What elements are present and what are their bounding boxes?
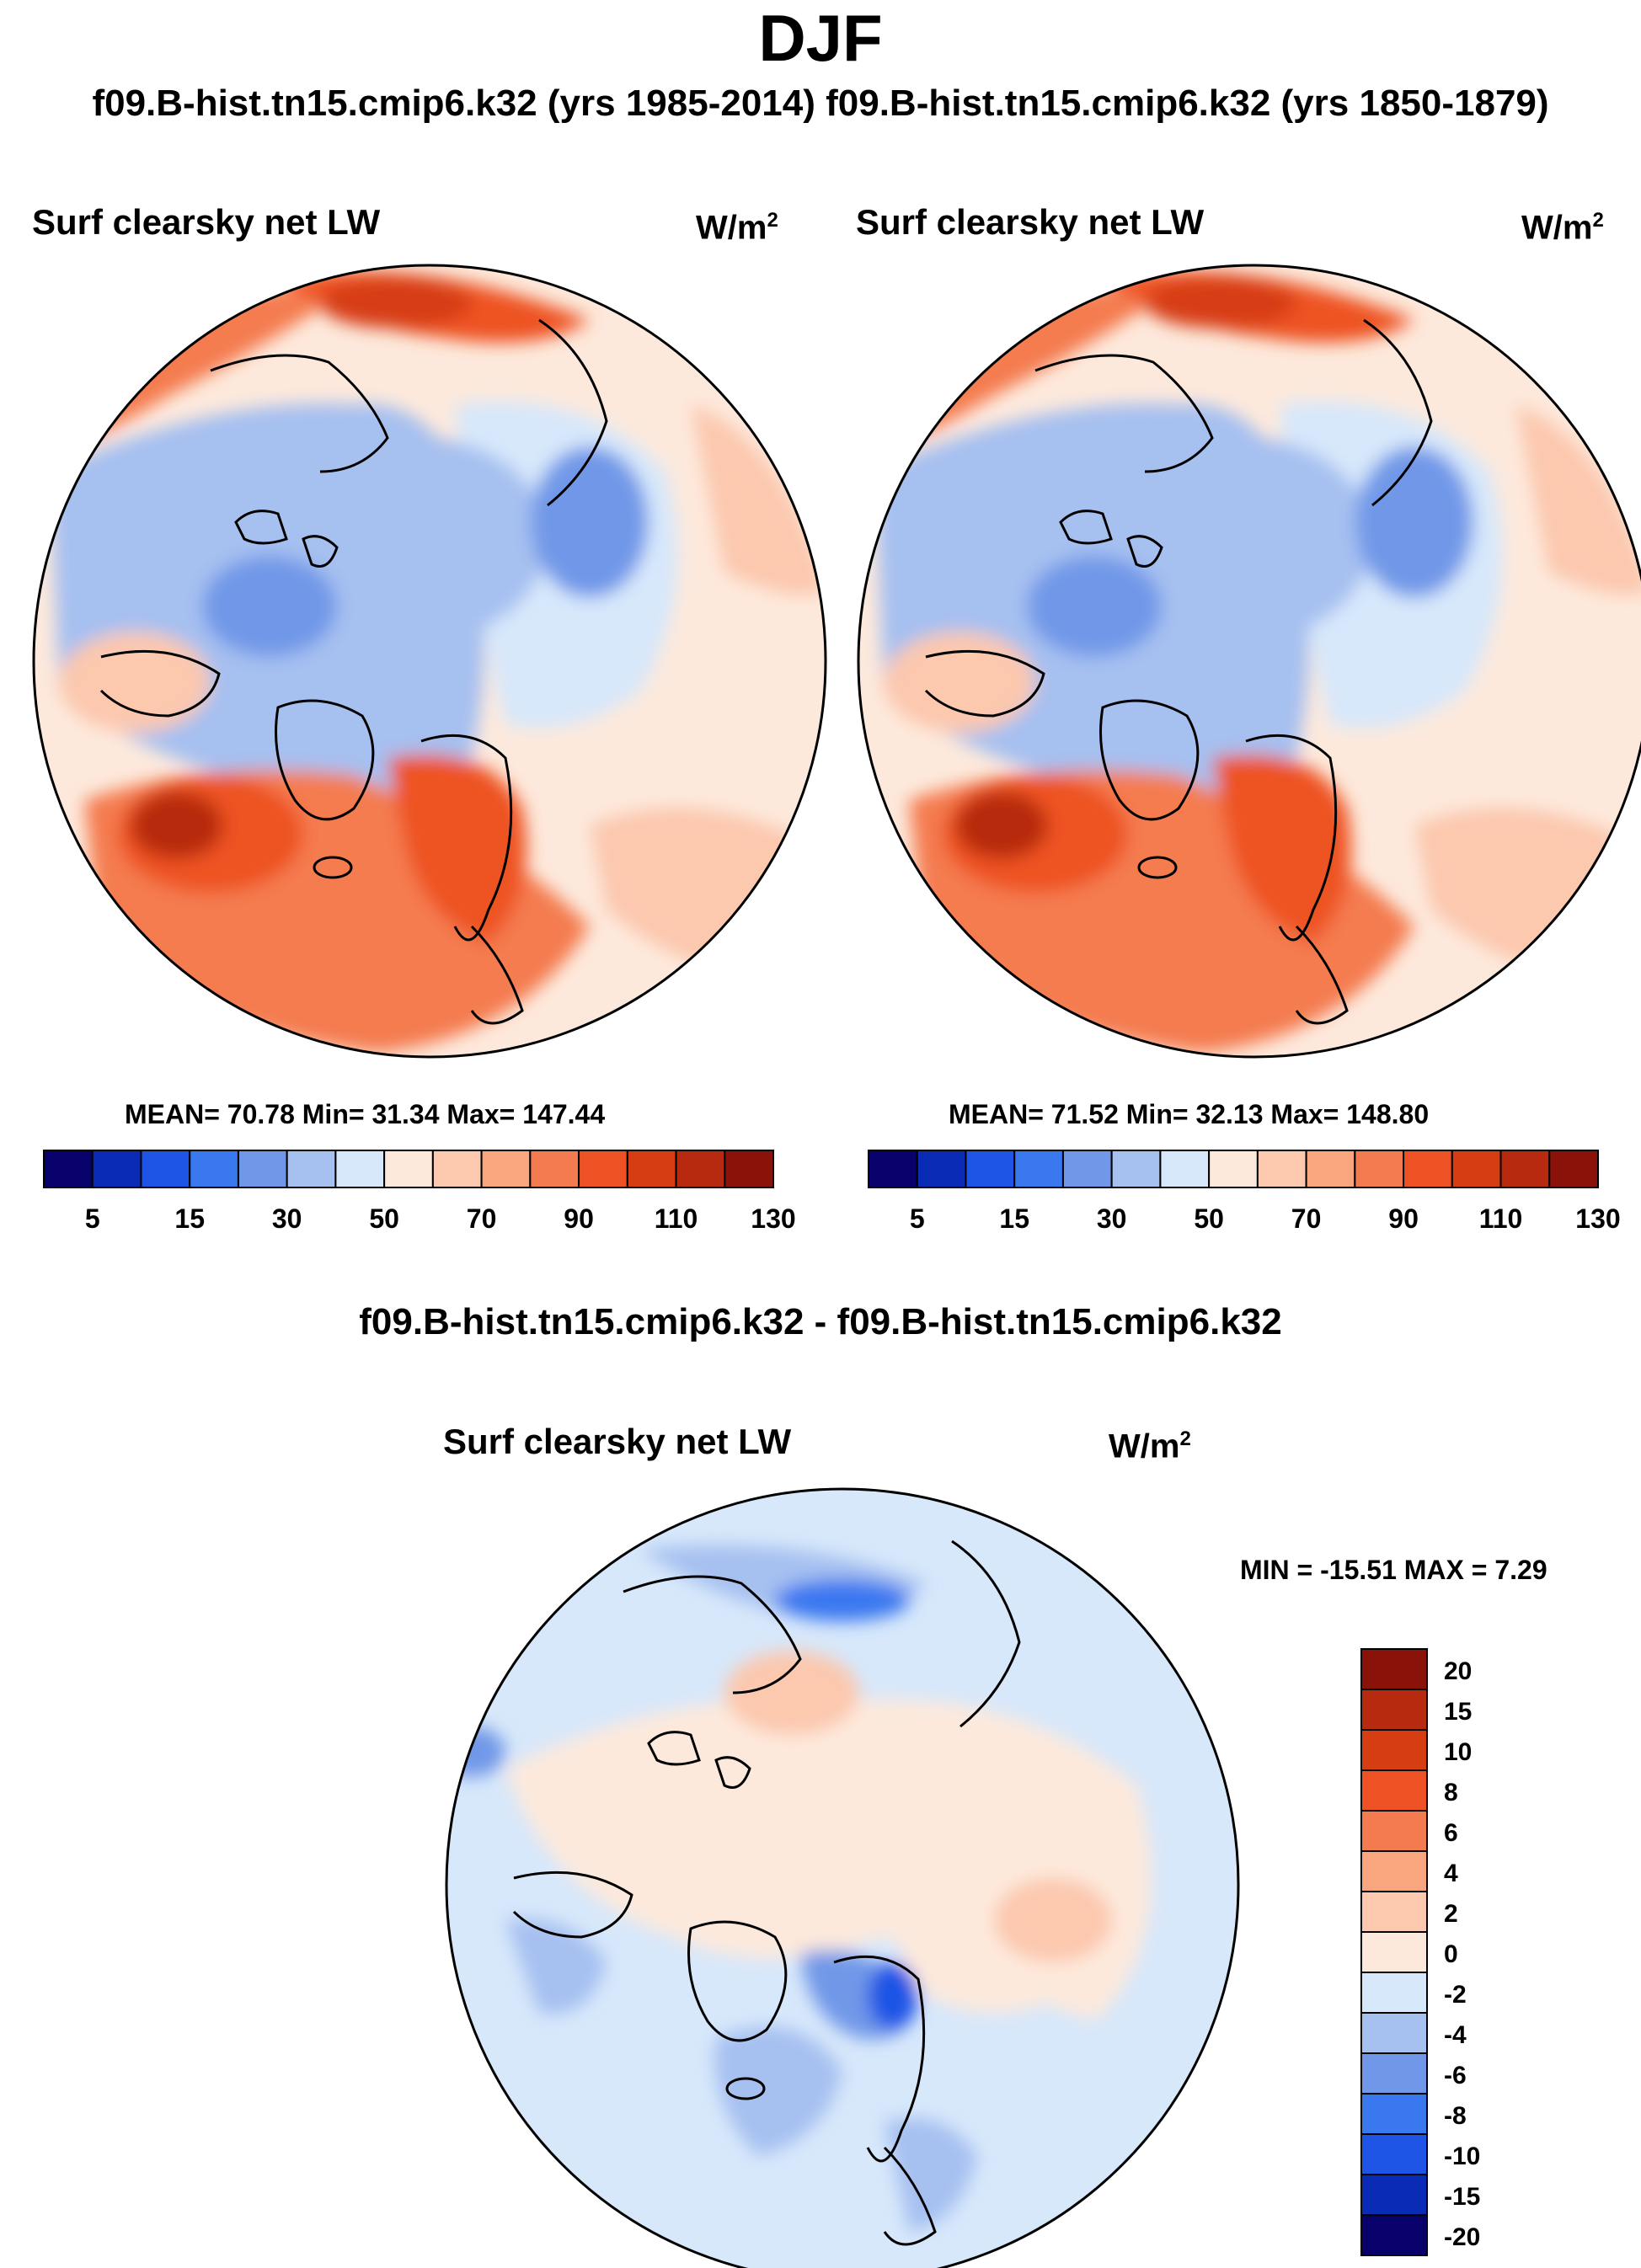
colorbar-panel2: 5 15 30 50 70 90 110 130 [868,1150,1621,1234]
colorbar-diff-label: 0 [1444,1940,1458,1968]
colorbar-diff-swatch [1360,1810,1428,1852]
colorbar1-swatch [383,1150,434,1188]
colorbar-diff-swatch [1360,1689,1428,1731]
polar-map-difference [445,1487,1240,2268]
colorbar1-swatch [334,1150,386,1188]
colorbar1-swatch [724,1150,774,1188]
diff-map-boundary [445,1487,1240,2268]
colorbar2-swatch [1208,1150,1259,1188]
panel2-stats: MEAN= 71.52 Min= 32.13 Max= 148.80 [949,1099,1430,1129]
colorbar2-label: 70 [1291,1203,1322,1234]
figure-title: DJF [758,1,883,75]
colorbar2-label: 50 [1194,1203,1224,1234]
colorbar2-swatch [1499,1150,1551,1188]
colorbar2-swatch [1061,1150,1113,1188]
colorbar2-label: 130 [1575,1203,1620,1234]
colorbar-diff-label: -20 [1444,2223,1480,2251]
colorbar1-label: 30 [272,1203,302,1234]
colorbar-diff-swatch [1360,2093,1428,2135]
colorbar1-swatch [480,1150,532,1188]
colorbar-diff-label: 15 [1444,1698,1472,1726]
colorbar-diff-label: 6 [1444,1819,1458,1847]
panel1-title: Surf clearsky net LW [32,202,381,242]
panel1-stats: MEAN= 70.78 Min= 31.34 Max= 147.44 [125,1099,606,1129]
diff-panel-title: Surf clearsky net LW [443,1422,792,1461]
colorbar-diff-swatch [1360,1769,1428,1812]
colorbar-diff-label: 2 [1444,1900,1458,1928]
colorbar1-label: 110 [655,1203,698,1234]
colorbar-panel1: 5 15 30 50 70 90 110 130 [43,1150,796,1234]
colorbar-diff-swatch [1360,1850,1428,1892]
colorbar1-swatch [675,1150,726,1188]
colorbar-diff-swatch [1360,2012,1428,2054]
colorbar-diff-swatch [1360,1729,1428,1771]
panel2-title: Surf clearsky net LW [856,202,1205,242]
colorbar1-swatch [529,1150,580,1188]
colorbar1-swatch [286,1150,337,1188]
colorbar2-swatch [1013,1150,1064,1188]
colorbar1-label: 15 [174,1203,205,1234]
colorbar1-label: 130 [751,1203,795,1234]
diff-panel-stats: MIN = -15.51 MAX = 7.29 [1240,1555,1547,1585]
colorbar2-label: 15 [999,1203,1029,1234]
colorbar1-swatch [91,1150,142,1188]
colorbar2-label: 90 [1388,1203,1419,1234]
colorbar-diff-label: 4 [1444,1860,1458,1887]
colorbar1-swatch [43,1150,94,1188]
colorbar1-swatch [140,1150,191,1188]
colorbar2-swatch [868,1150,918,1188]
colorbar-diff-label: -4 [1444,2021,1467,2049]
panel2-units: W/m2 [1521,209,1604,247]
colorbar2-swatch [1548,1150,1600,1188]
polar-map-1985-2014 [32,264,827,1059]
colorbar-diff-label: -8 [1444,2102,1467,2130]
colorbar2-swatch [1305,1150,1356,1188]
colorbar-diff-swatch [1360,2214,1428,2256]
colorbar-diff-swatch [1360,1931,1428,1973]
colorbar2-label: 5 [910,1203,925,1234]
colorbar2-swatch [1403,1150,1453,1188]
colorbar2-swatch [1159,1150,1211,1188]
colorbar-diff-swatch [1360,1972,1428,2014]
panel1-units: W/m2 [696,209,778,247]
colorbar-diff-label: -2 [1444,1981,1467,2009]
difference-title: f09.B-hist.tn15.cmip6.k32 - f09.B-hist.t… [359,1301,1282,1342]
colorbar-diff-label: 10 [1444,1738,1472,1766]
colorbar-diff-label: -6 [1444,2062,1467,2089]
colorbar2-swatch [1451,1150,1502,1188]
map1-boundary [32,264,827,1059]
diff-panel-units: W/m2 [1109,1428,1191,1465]
colorbar2-label: 30 [1097,1203,1127,1234]
colorbar1-label: 5 [85,1203,100,1234]
colorbar1-label: 50 [369,1203,399,1234]
colorbar-diff-swatch [1360,2133,1428,2175]
colorbar1-swatch [189,1150,239,1188]
colorbar2-swatch [1110,1150,1162,1188]
colorbar-diff-label: -15 [1444,2183,1480,2211]
colorbar2-swatch [1354,1150,1405,1188]
colorbar1-swatch [431,1150,483,1188]
polar-map-1850-1879 [857,264,1641,1059]
colorbar1-swatch [626,1150,677,1188]
figure-subtitle: f09.B-hist.tn15.cmip6.k32 (yrs 1985-2014… [92,83,1549,124]
colorbar-diff-swatch [1360,2052,1428,2095]
map2-boundary [857,264,1641,1059]
colorbar1-label: 90 [564,1203,594,1234]
colorbar1-swatch [237,1150,288,1188]
colorbar-diff-swatch [1360,1891,1428,1933]
colorbar2-label: 110 [1479,1203,1523,1234]
colorbar-diff-swatch [1360,2174,1428,2216]
colorbar1-label: 70 [467,1203,497,1234]
colorbar-diff-label: 8 [1444,1779,1458,1806]
colorbar1-swatch [578,1150,628,1188]
colorbar2-swatch [916,1150,967,1188]
colorbar2-swatch [965,1150,1016,1188]
colorbar-diff-label: -10 [1444,2143,1480,2170]
colorbar-diff-label: 20 [1444,1657,1472,1685]
colorbar-diff-swatch [1360,1648,1428,1690]
colorbar2-swatch [1256,1150,1307,1188]
